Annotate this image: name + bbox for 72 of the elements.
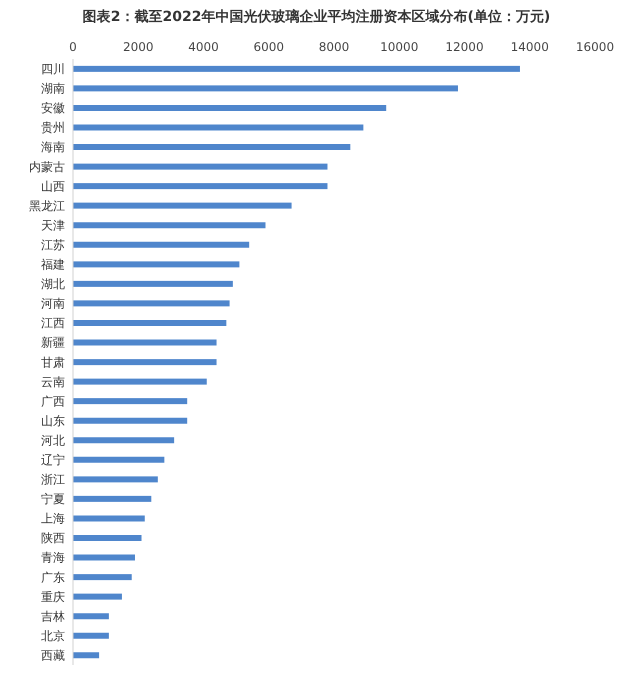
y-tick-label: 上海 [41,512,65,526]
x-tick-label: 16000 [576,40,614,54]
y-tick-label: 湖北 [41,277,65,292]
y-tick-label: 宁夏 [41,492,65,506]
y-tick-label: 广西 [41,394,65,408]
y-tick-label: 四川 [41,62,65,76]
y-tick-label: 吉林 [41,609,65,624]
bar [73,418,188,424]
y-tick-label: 新疆 [41,336,65,350]
chart-title: 图表2：截至2022年中国光伏玻璃企业平均注册资本区域分布(单位：万元) [82,8,552,26]
y-tick-label: 内蒙古 [29,160,65,174]
y-tick-label: 广东 [41,570,65,584]
y-tick-label: 陕西 [41,531,65,546]
bar [73,164,328,170]
y-tick-label: 北京 [41,628,65,643]
x-tick-label: 12000 [445,40,484,54]
y-tick-label: 江西 [41,316,65,330]
y-tick-label: 贵州 [41,120,65,135]
bar [73,574,132,580]
y-tick-label: 甘肃 [41,355,65,370]
y-tick-label: 重庆 [41,590,65,604]
y-tick-label: 福建 [41,258,65,272]
bar [73,183,328,190]
bar [73,124,364,130]
bar [73,554,135,561]
bar [73,222,266,228]
bar [73,378,207,385]
bar [73,632,109,639]
y-tick-label: 山西 [41,179,65,194]
bar [73,340,217,346]
bar [73,320,226,326]
bar [73,613,109,620]
x-tick-label: 6000 [253,40,284,54]
y-tick-label: 浙江 [41,472,65,487]
y-tick-label: 湖南 [41,82,65,96]
y-tick-label: 安徽 [41,101,65,116]
bar [73,85,458,92]
bar [73,496,152,502]
bar [73,652,100,658]
bar [73,104,386,111]
y-tick-label: 青海 [41,550,65,565]
bar [73,456,164,463]
y-tick-label: 云南 [41,374,65,389]
x-tick-label: 14000 [510,40,549,54]
bar [73,359,217,366]
x-tick-label: 0 [69,40,77,54]
bar [73,476,158,482]
x-tick-label: 4000 [188,40,219,54]
bar [73,202,292,209]
y-tick-label: 河北 [41,433,65,448]
bar [73,144,350,150]
x-tick-label: 8000 [318,40,350,54]
x-tick-label: 2000 [122,40,154,54]
x-tick-label: 10000 [380,40,418,54]
bar [73,398,188,404]
y-tick-label: 天津 [41,218,65,232]
y-tick-label: 海南 [41,140,65,154]
bar [73,535,142,542]
bar [73,280,233,287]
y-tick-label: 黑龙江 [29,198,65,213]
bar [73,594,122,600]
bar [73,300,230,306]
y-tick-label: 西藏 [41,648,65,662]
bar [73,66,520,72]
y-tick-label: 河南 [41,296,65,311]
y-tick-label: 山东 [41,414,65,428]
bar [73,515,145,522]
bar [73,242,250,248]
bar [73,261,240,268]
bar [73,437,174,444]
y-tick-label: 辽宁 [41,453,65,467]
y-tick-label: 江苏 [41,238,65,252]
